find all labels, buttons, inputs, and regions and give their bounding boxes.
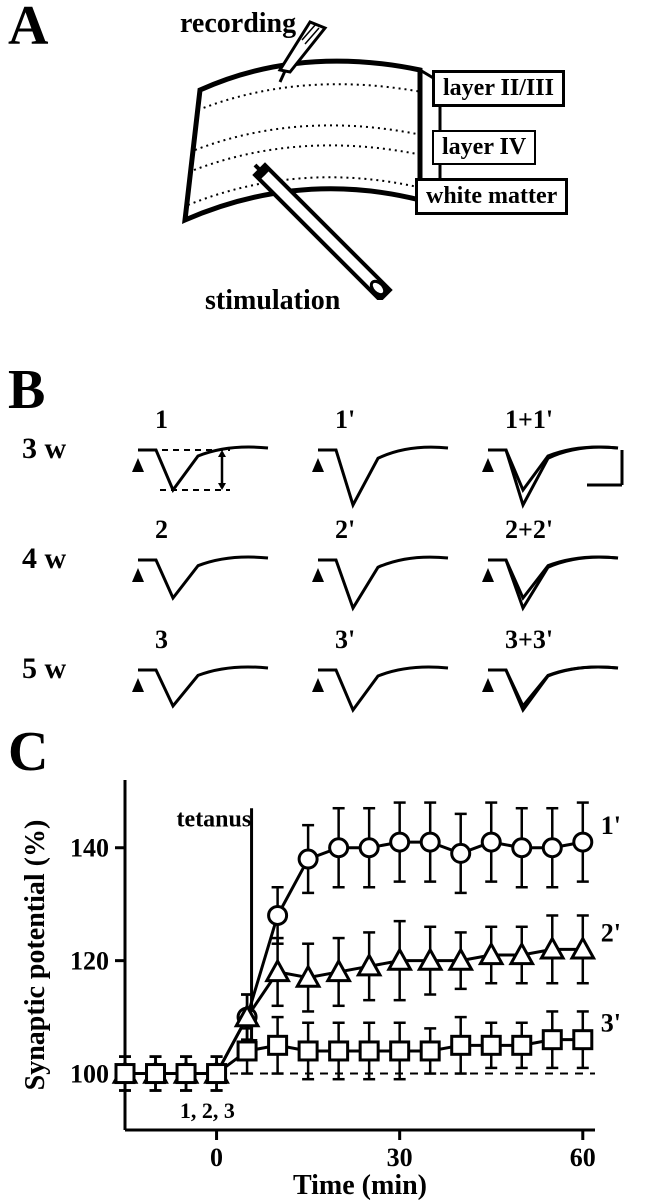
recording-label: recording bbox=[180, 8, 296, 40]
svg-text:120: 120 bbox=[70, 947, 109, 976]
svg-text:2+2': 2+2' bbox=[505, 515, 553, 544]
svg-text:140: 140 bbox=[70, 834, 109, 863]
svg-text:30: 30 bbox=[387, 1143, 413, 1172]
svg-text:2': 2' bbox=[335, 515, 355, 544]
svg-text:60: 60 bbox=[570, 1143, 596, 1172]
layer-4-box: layer IV bbox=[432, 130, 536, 165]
svg-text:0: 0 bbox=[210, 1143, 223, 1172]
panel-c-chart: 100 120 140 0 30 60 Time (min) Synaptic potenti… bbox=[10, 760, 650, 1200]
panel-b-traces: 3 w 1 1' 1+1' 4 w 2 2' 2+2' 5 w 3 3' 3+3' bbox=[0, 380, 652, 720]
svg-text:3': 3' bbox=[601, 1009, 621, 1038]
svg-text:2': 2' bbox=[601, 918, 621, 947]
svg-text:3+3': 3+3' bbox=[505, 625, 553, 654]
svg-text:4 w: 4 w bbox=[22, 542, 67, 575]
svg-text:Synaptic potential (%): Synaptic potential (%) bbox=[20, 820, 51, 1091]
svg-text:3': 3' bbox=[335, 625, 355, 654]
svg-text:100: 100 bbox=[70, 1060, 109, 1089]
svg-text:1': 1' bbox=[601, 811, 621, 840]
layer-23-box: layer II/III bbox=[432, 70, 565, 107]
svg-text:Time (min): Time (min) bbox=[293, 1170, 427, 1200]
svg-text:2: 2 bbox=[155, 515, 168, 544]
svg-text:1, 2, 3: 1, 2, 3 bbox=[180, 1098, 235, 1123]
stimulation-label: stimulation bbox=[205, 285, 340, 317]
svg-text:1: 1 bbox=[155, 405, 168, 434]
svg-text:5 w: 5 w bbox=[22, 652, 67, 685]
svg-text:1+1': 1+1' bbox=[505, 405, 553, 434]
panel-label-a: A bbox=[8, 0, 48, 58]
svg-text:3: 3 bbox=[155, 625, 168, 654]
white-matter-box: white matter bbox=[415, 178, 568, 215]
svg-text:tetanus: tetanus bbox=[177, 807, 252, 833]
svg-text:3 w: 3 w bbox=[22, 432, 67, 465]
svg-text:1': 1' bbox=[335, 405, 355, 434]
